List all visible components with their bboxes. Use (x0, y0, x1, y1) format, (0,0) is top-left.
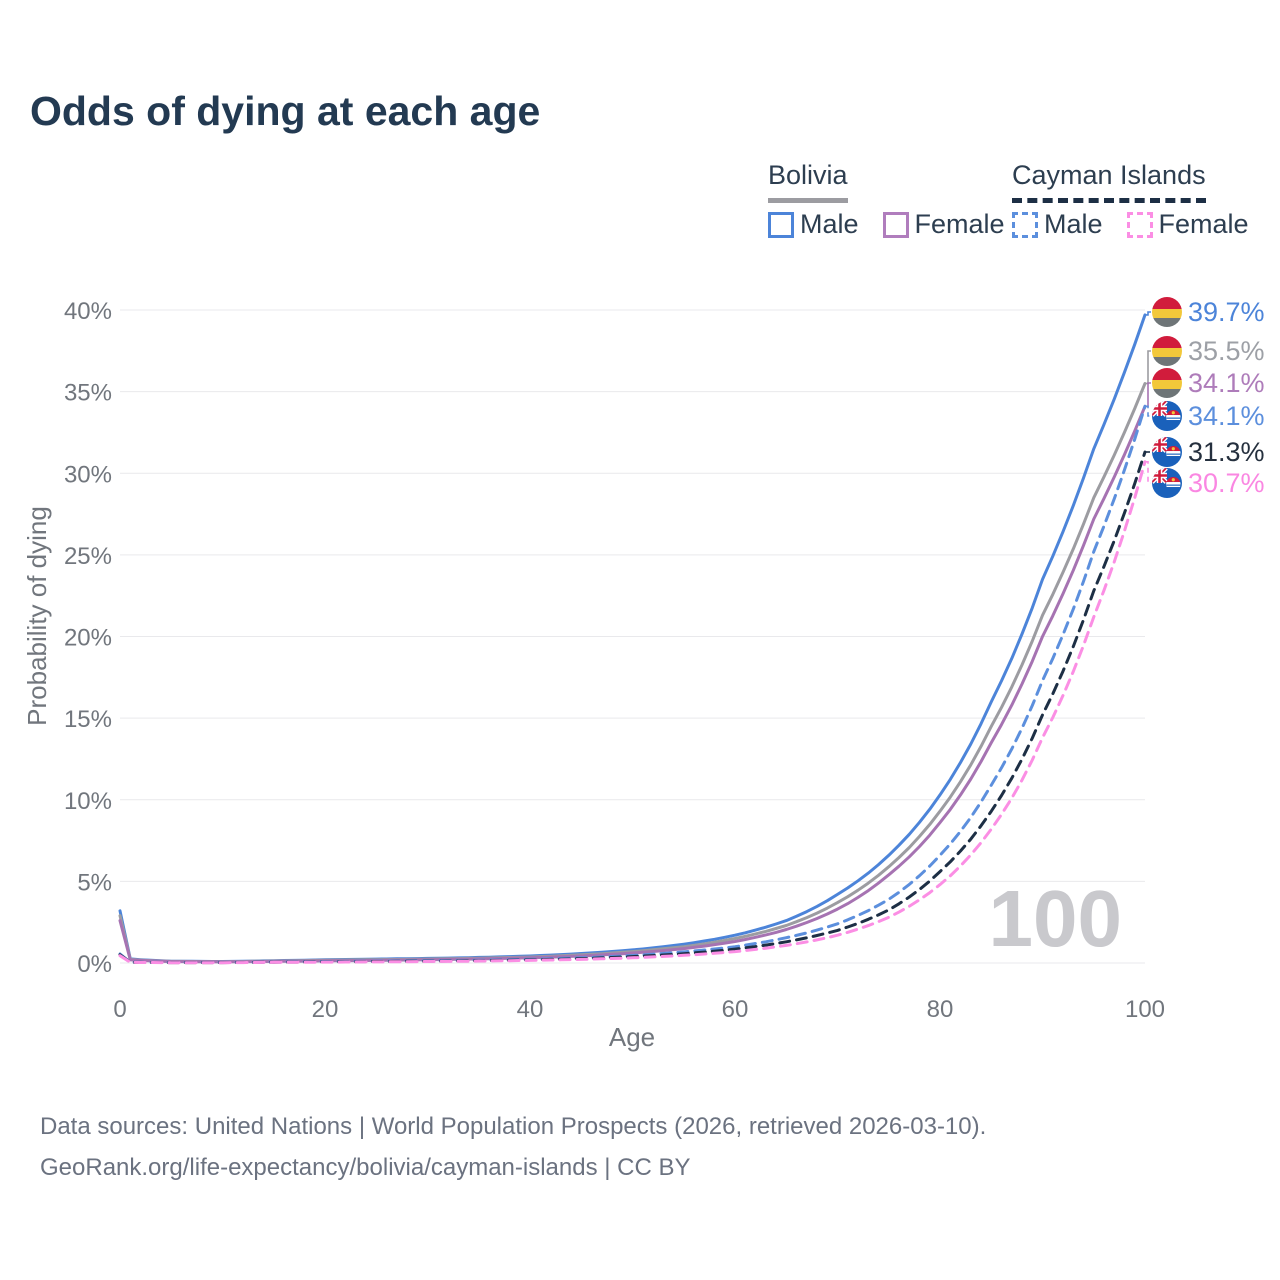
page-title: Odds of dying at each age (30, 88, 541, 134)
source-line-1: Data sources: United Nations | World Pop… (40, 1113, 987, 1140)
label-connector (1145, 405, 1151, 417)
x-tick-label: 20 (312, 996, 339, 1023)
cayman-islands-flag-icon (1152, 468, 1182, 498)
cayman-islands-flag-icon (1152, 401, 1182, 431)
y-tick-label: 0% (77, 951, 112, 978)
x-axis-title: Age (609, 1022, 655, 1052)
y-tick-label: 25% (64, 543, 112, 570)
legend-item-cayman-female[interactable]: Female (1126, 209, 1249, 240)
series-end-value-label: 34.1% (1188, 401, 1265, 431)
legend-item-label: Female (1158, 209, 1249, 239)
legend-item-bolivia-female[interactable]: Female (882, 209, 1005, 240)
legend-group-bolivia: Bolivia Male Female (768, 160, 1005, 240)
series-line-bolivia-male[interactable] (118, 313, 1147, 963)
bolivia-flag-icon (1152, 336, 1182, 366)
x-tick-label: 60 (722, 996, 749, 1023)
series-end-value-label: 34.1% (1188, 368, 1265, 398)
series-end-value-label: 30.7% (1188, 468, 1265, 498)
y-tick-label: 10% (64, 788, 112, 815)
legend: Bolivia Male Female Cayman Islands Male … (0, 160, 1280, 250)
data-source-note: Data sources: United Nations | World Pop… (40, 1106, 1190, 1188)
legend-group-cayman-islands: Cayman Islands Male Female (1012, 160, 1249, 240)
x-tick-label: 80 (927, 996, 954, 1023)
legend-item-bolivia-male[interactable]: Male (768, 209, 859, 240)
y-tick-label: 30% (64, 461, 112, 488)
grid-and-axes: 0% 5% 10% 15% 20% 25% 30% 35% 40% 0 20 40 60 80 100 (64, 298, 1165, 1023)
legend-item-label: Male (800, 209, 859, 239)
cayman-male-swatch-icon (1012, 211, 1038, 238)
y-tick-label: 20% (64, 625, 112, 652)
bolivia-flag-icon (1152, 297, 1182, 327)
bolivia-male-swatch-icon (768, 211, 794, 238)
legend-item-cayman-male[interactable]: Male (1012, 209, 1103, 240)
legend-country-bolivia[interactable]: Bolivia (768, 160, 848, 203)
bolivia-flag-icon (1152, 368, 1182, 398)
series-end-value-label: 35.5% (1188, 336, 1265, 366)
x-tick-label: 40 (517, 996, 544, 1023)
line-chart: 0% 5% 10% 15% 20% 25% 30% 35% 40% 0 20 40 60 80 100 10… (22, 297, 1265, 1052)
cayman-islands-flag-icon (1152, 437, 1182, 467)
series-lines (118, 313, 1147, 965)
label-connector (1145, 311, 1151, 316)
x-tick-label: 0 (113, 996, 126, 1023)
legend-item-label: Male (1044, 209, 1103, 239)
bolivia-female-swatch-icon (882, 211, 909, 238)
cayman-female-swatch-icon (1126, 211, 1153, 238)
y-tick-label: 40% (64, 298, 112, 325)
legend-country-cayman-islands[interactable]: Cayman Islands (1012, 160, 1206, 203)
legend-item-label: Female (914, 209, 1005, 239)
y-tick-label: 15% (64, 706, 112, 733)
label-connector (1145, 461, 1151, 484)
y-tick-label: 35% (64, 380, 112, 407)
label-connector (1145, 382, 1151, 408)
y-axis-title: Probability of dying (22, 506, 52, 726)
series-end-labels: 39.7%35.5%34.1%34.1%31.3%30.7% (1145, 297, 1265, 498)
source-line-2[interactable]: GeoRank.org/life-expectancy/bolivia/caym… (40, 1154, 691, 1181)
series-line-cayman-islands-female[interactable] (118, 460, 1147, 965)
y-tick-label: 5% (77, 869, 112, 896)
x-tick-label: 100 (1125, 996, 1165, 1023)
series-end-value-label: 31.3% (1188, 437, 1265, 467)
series-end-value-label: 39.7% (1188, 297, 1265, 327)
label-connector (1145, 350, 1151, 385)
hover-age-watermark: 100 (989, 874, 1122, 963)
